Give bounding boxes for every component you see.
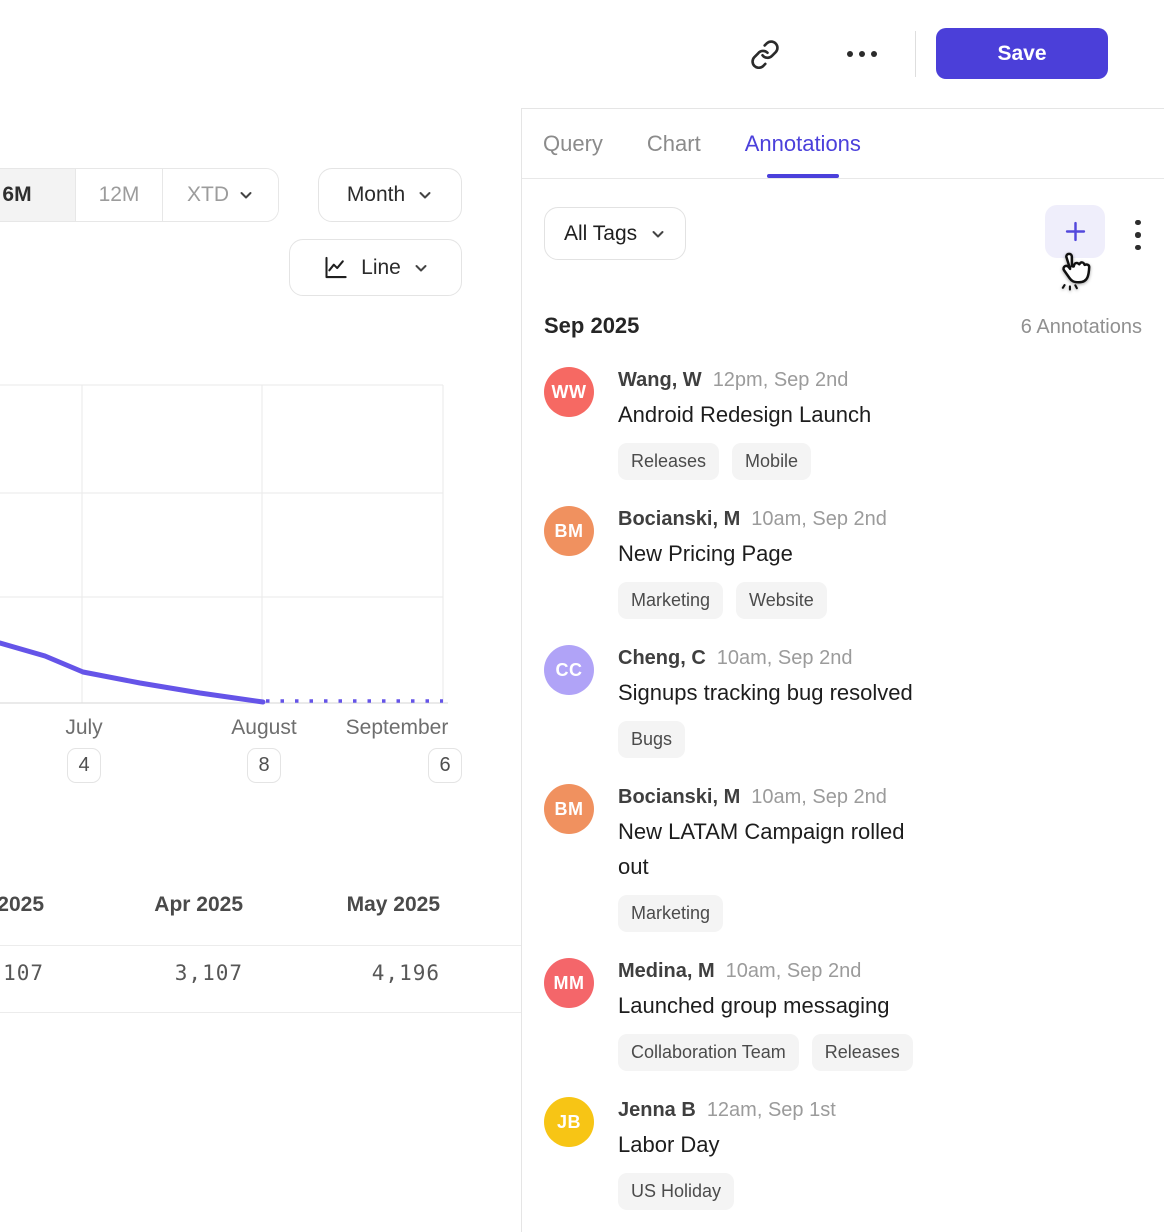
annotation-timestamp: 10am, Sep 2nd xyxy=(751,786,887,808)
annotation-tags: Collaboration Team Releases xyxy=(618,1034,913,1071)
annotation-tags: Bugs xyxy=(618,721,913,758)
annotation-title: New LATAM Campaign rolled out xyxy=(618,819,905,879)
annotation-count: 6 Annotations xyxy=(1020,316,1142,338)
tag-chip[interactable]: Website xyxy=(736,582,827,619)
annotation-timestamp: 10am, Sep 2nd xyxy=(725,960,862,982)
more-options-button[interactable] xyxy=(842,34,882,74)
annotation-item[interactable]: WW Wang, W 12pm, Sep 2nd Android Redesign… xyxy=(544,367,1142,480)
annotation-title: New Pricing Page xyxy=(618,541,793,566)
annotation-author: Wang, W xyxy=(618,369,702,391)
query-tabs: Query Chart Annotations xyxy=(522,109,1164,179)
chart-type-label: Line xyxy=(361,255,401,279)
chart-type-dropdown[interactable]: Line xyxy=(289,239,462,296)
all-tags-label: All Tags xyxy=(564,221,638,245)
annotation-timestamp: 10am, Sep 2nd xyxy=(751,508,887,530)
date-range-toggle: 6M 12M XTD xyxy=(0,168,279,222)
chevron-down-icon xyxy=(415,264,427,271)
annotation-title: Labor Day xyxy=(618,1132,720,1157)
kebab-menu-button[interactable] xyxy=(1129,213,1147,257)
chart-line-observed xyxy=(0,640,266,705)
copy-link-button[interactable] xyxy=(745,34,785,74)
granularity-dropdown[interactable]: Month xyxy=(318,168,462,222)
avatar: JB xyxy=(544,1097,594,1147)
tag-chip[interactable]: Mobile xyxy=(732,443,812,480)
avatar: BM xyxy=(544,784,594,834)
chevron-down-icon xyxy=(240,192,252,199)
annotation-item[interactable]: CC Cheng, C 10am, Sep 2nd Signups trackin… xyxy=(544,645,1142,758)
annotation-title: Signups tracking bug resolved xyxy=(618,680,913,705)
annotation-tags: Marketing Website xyxy=(618,582,887,619)
tab-annotations[interactable]: Annotations xyxy=(745,109,861,178)
toolbar-divider xyxy=(915,31,916,77)
table-value-cell: 4,196 xyxy=(371,961,440,985)
tab-chart[interactable]: Chart xyxy=(647,109,701,178)
granularity-label: Month xyxy=(346,183,406,206)
avatar: MM xyxy=(544,958,594,1008)
annotation-timestamp: 10am, Sep 2nd xyxy=(716,647,853,669)
table-divider xyxy=(0,945,521,946)
save-button[interactable]: Save xyxy=(936,28,1108,79)
table-column-header: Apr 2025 xyxy=(154,893,243,916)
tag-chip[interactable]: Marketing xyxy=(618,582,724,619)
annotation-author: Medina, M xyxy=(618,960,715,982)
annotation-count-badge[interactable]: 8 xyxy=(247,748,281,783)
annotation-timestamp: 12am, Sep 1st xyxy=(706,1099,836,1121)
annotations-panel: Query Chart Annotations All Tags Sep 2025 … xyxy=(521,108,1164,1232)
tag-chip[interactable]: Marketing xyxy=(618,895,724,932)
range-option-12m[interactable]: 12M xyxy=(75,169,162,221)
avatar: BM xyxy=(544,506,594,556)
tag-chip[interactable]: Bugs xyxy=(618,721,686,758)
filter-row: All Tags xyxy=(544,205,1142,261)
avatar: CC xyxy=(544,645,594,695)
table-divider xyxy=(0,1012,521,1013)
chevron-down-icon xyxy=(652,230,664,237)
annotation-tags: Marketing xyxy=(618,895,938,932)
annotation-item[interactable]: JB Jenna B 12am, Sep 1st Labor Day US Hol… xyxy=(544,1097,1142,1210)
tag-chip[interactable]: Releases xyxy=(618,443,720,480)
x-axis-label: September xyxy=(345,716,449,739)
plus-icon xyxy=(1065,221,1085,242)
tag-chip[interactable]: US Holiday xyxy=(618,1173,735,1210)
range-option-xtd[interactable]: XTD xyxy=(162,169,278,221)
annotation-author: Cheng, C xyxy=(618,647,706,669)
annotation-tags: US Holiday xyxy=(618,1173,836,1210)
annotation-timestamp: 12pm, Sep 2nd xyxy=(712,369,849,391)
range-option-6m[interactable]: 6M xyxy=(0,169,75,221)
ellipsis-icon xyxy=(847,51,853,57)
annotation-title: Launched group messaging xyxy=(618,993,890,1018)
annotation-count-badge[interactable]: 4 xyxy=(67,748,101,783)
annotation-author: Bocianski, M xyxy=(618,786,741,808)
annotation-tags: Releases Mobile xyxy=(618,443,871,480)
all-tags-dropdown[interactable]: All Tags xyxy=(544,207,687,260)
group-header: Sep 2025 6 Annotations xyxy=(544,313,1142,339)
group-month-heading: Sep 2025 xyxy=(544,313,640,338)
tag-chip[interactable]: Collaboration Team xyxy=(618,1034,799,1071)
annotation-title: Android Redesign Launch xyxy=(618,402,872,427)
annotation-item[interactable]: MM Medina, M 10am, Sep 2nd Launched group… xyxy=(544,958,1142,1071)
avatar: WW xyxy=(544,367,594,417)
annotation-author: Jenna B xyxy=(618,1099,696,1121)
x-axis-label: August xyxy=(231,716,297,739)
annotation-item[interactable]: BM Bocianski, M 10am, Sep 2nd New Pricing… xyxy=(544,506,1142,619)
link-icon xyxy=(751,40,779,69)
table-column-header: May 2025 xyxy=(346,893,440,916)
line-chart-icon xyxy=(325,256,347,279)
chart-plot[interactable] xyxy=(0,370,521,715)
tab-query[interactable]: Query xyxy=(543,109,603,178)
table-column-header: 2025 xyxy=(0,893,44,916)
annotation-author: Bocianski, M xyxy=(618,508,741,530)
annotations-panel-body: All Tags Sep 2025 6 Annotations WW xyxy=(522,179,1164,1232)
annotations-list: WW Wang, W 12pm, Sep 2nd Android Redesign… xyxy=(544,367,1142,1210)
table-value-cell: 107 xyxy=(3,961,44,985)
annotation-count-badge[interactable]: 6 xyxy=(428,748,462,783)
kebab-menu-icon xyxy=(1135,219,1141,226)
tag-chip[interactable]: Releases xyxy=(811,1034,913,1071)
chevron-down-icon xyxy=(419,192,431,199)
x-axis-label: July xyxy=(65,716,103,739)
table-value-cell: 3,107 xyxy=(174,961,243,985)
annotation-item[interactable]: BM Bocianski, M 10am, Sep 2nd New LATAM C… xyxy=(544,784,1142,932)
add-annotation-button[interactable] xyxy=(1045,205,1105,258)
